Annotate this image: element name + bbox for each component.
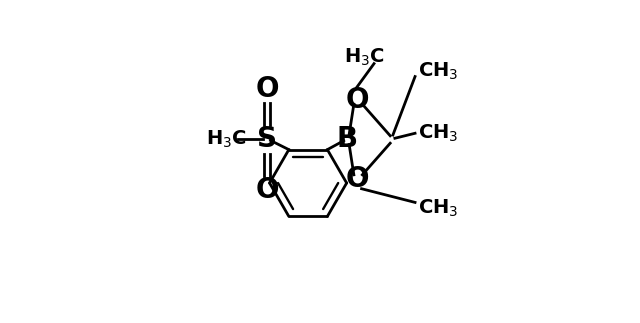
Text: O: O xyxy=(255,176,279,204)
Text: B: B xyxy=(336,126,357,153)
Text: O: O xyxy=(346,86,369,114)
Text: CH$_3$: CH$_3$ xyxy=(417,123,458,144)
Text: H$_3$C: H$_3$C xyxy=(205,129,246,150)
Text: CH$_3$: CH$_3$ xyxy=(417,60,458,82)
Text: O: O xyxy=(346,165,369,193)
Text: H$_3$C: H$_3$C xyxy=(344,47,385,68)
Text: CH$_3$: CH$_3$ xyxy=(417,197,458,219)
Text: O: O xyxy=(255,75,279,102)
Text: S: S xyxy=(257,126,277,153)
